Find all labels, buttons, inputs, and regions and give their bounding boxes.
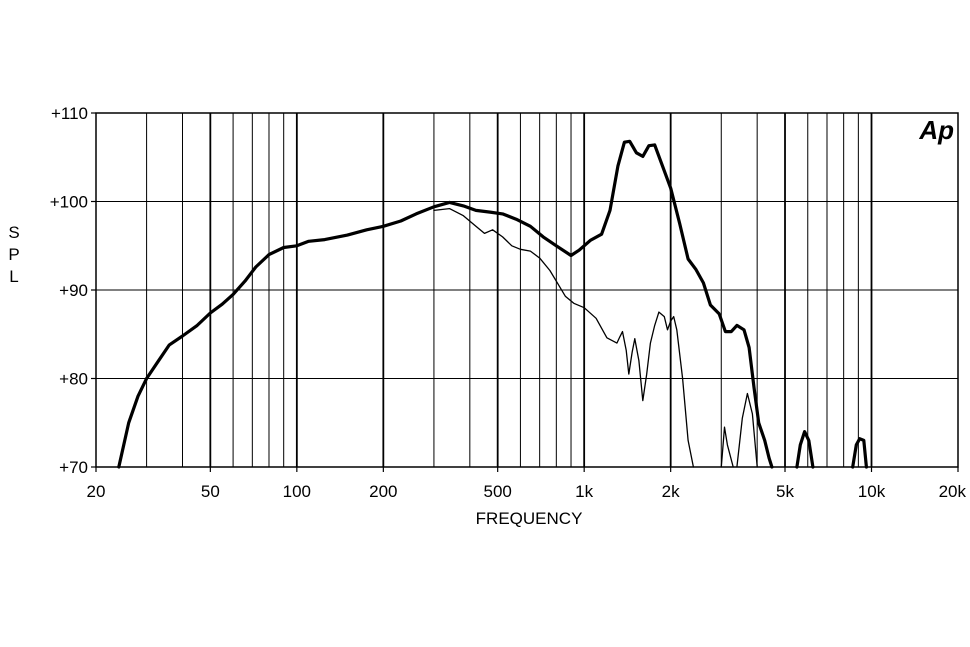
spl-curve-thin [720,426,734,468]
x-tick-label: 20k [939,482,967,501]
y-tick-label: +90 [59,281,88,300]
x-tick-label: 200 [369,482,397,501]
x-tick-label: 10k [858,482,886,501]
response-curves [117,139,868,469]
y-tick-labels: +70 +80 +90 +100 +110 [50,104,96,477]
spl-curve-thin [736,392,758,468]
grid-lines [96,113,958,467]
y-tick-label: +70 [59,458,88,477]
x-tick-label: 500 [483,482,511,501]
x-tick-label: 5k [776,482,794,501]
x-axis-label: FREQUENCY [476,509,583,528]
spl-curve-thick [851,437,868,469]
y-tick-label: +110 [51,104,88,123]
x-tick-label: 20 [87,482,106,501]
x-tick-label: 2k [662,482,680,501]
spl-curve-thin [433,207,695,468]
x-tick-label: 50 [201,482,220,501]
ap-logo: Ap [918,115,954,145]
x-tick-label: 1k [575,482,593,501]
y-tick-label: +100 [50,193,88,212]
spl-curve-thick [117,139,774,469]
spl-curve-thick [795,430,815,469]
x-tick-labels: 20 50 100 200 500 1k 2k 5k 10k 20k [87,467,967,501]
x-tick-label: 100 [283,482,311,501]
y-tick-label: +80 [59,370,88,389]
